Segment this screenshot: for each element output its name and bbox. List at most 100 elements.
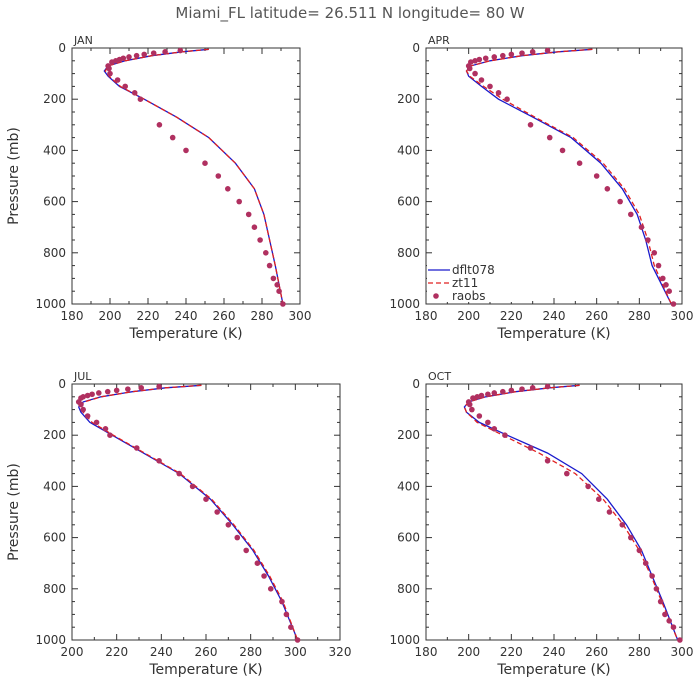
raobs-point [107, 432, 113, 439]
raobs-point [485, 419, 491, 426]
x-tick-label: 280 [251, 309, 274, 323]
raobs-point [203, 496, 209, 503]
x-tick-label: 280 [239, 645, 262, 659]
y-axis-label: Pressure (mb) [6, 463, 22, 561]
raobs-point [96, 390, 102, 396]
raobs-point [500, 52, 506, 59]
x-tick-label: 300 [284, 645, 307, 659]
plot-frame [71, 47, 301, 305]
raobs-point [474, 394, 481, 400]
raobs-point [544, 383, 551, 390]
raobs-point [466, 401, 473, 408]
raobs-point [653, 586, 660, 592]
y-tick-label: 600 [397, 195, 420, 209]
raobs-point [225, 186, 231, 192]
raobs-point [113, 387, 120, 394]
x-tick-label: 280 [628, 309, 651, 323]
dflt078-line [103, 48, 284, 305]
raobs-point [478, 77, 485, 83]
raobs-point [604, 186, 611, 192]
panel-oct: OCT 180 200 220 240 260 280 300 0 200 400 600 800 100… [389, 370, 693, 678]
y-tick-label: 1000 [389, 633, 420, 647]
raobs-point [655, 262, 662, 269]
raobs-point [491, 426, 498, 432]
raobs-point [257, 237, 263, 243]
raobs-point [529, 49, 536, 55]
raobs-point [466, 65, 473, 72]
raobs-point [485, 391, 491, 398]
raobs-point [666, 288, 672, 295]
raobs-point [508, 387, 515, 394]
x-tick-label: 260 [213, 309, 236, 323]
raobs-point [662, 611, 668, 618]
raobs-point [138, 385, 145, 391]
raobs-point [628, 211, 634, 218]
raobs-point [89, 391, 95, 398]
raobs-point [564, 470, 570, 477]
legend-dflt078-label: dflt078 [452, 263, 495, 277]
y-tick-label: 200 [43, 428, 66, 442]
raobs-point [504, 96, 510, 102]
raobs-point [141, 51, 147, 58]
y-tick-label: 800 [43, 246, 66, 260]
raobs-point [576, 160, 583, 166]
raobs-point [122, 83, 128, 90]
raobs-point [472, 70, 478, 77]
zt11-line [463, 384, 679, 641]
panel-jul: JUL 200 220 240 260 280 300 320 0 200 400 600 800 100… [6, 370, 351, 678]
x-axis-label: Temperature (K) [148, 662, 262, 678]
raobs-point [261, 573, 267, 579]
x-axis-label: Temperature (K) [496, 326, 610, 342]
y-tick-label: 400 [43, 479, 66, 493]
raobs-point [469, 406, 475, 413]
x-tick-label: 180 [415, 309, 438, 323]
y-tick-label: 200 [397, 92, 420, 106]
x-tick-label: 300 [671, 309, 694, 323]
x-tick-label: 200 [457, 645, 480, 659]
plot-frame [425, 383, 683, 641]
raobs-point [472, 58, 478, 64]
raobs-point [270, 275, 277, 282]
figure-title: Miami_FL latitude= 26.511 N longitude= 8… [175, 4, 524, 23]
raobs-point [114, 77, 121, 83]
dflt078-line [77, 384, 299, 641]
raobs-point [508, 51, 515, 58]
panel-jan: JAN 180 200 220 240 260 280 300 0 200 400 600 800 100… [6, 34, 311, 342]
raobs-point [243, 547, 249, 554]
zt11-line [104, 48, 284, 305]
raobs-point [670, 624, 677, 630]
raobs-point [519, 50, 525, 56]
x-tick-label: 180 [415, 645, 438, 659]
y-tick-label: 1000 [35, 633, 66, 647]
raobs-point [169, 134, 176, 141]
y-tick-label: 200 [43, 92, 66, 106]
panel-label: OCT [428, 370, 451, 383]
panel-label: JUL [73, 370, 92, 383]
raobs-point [294, 637, 301, 643]
raobs-point [478, 392, 485, 399]
raobs-point [80, 406, 86, 413]
raobs-point [529, 385, 536, 391]
raobs-point [482, 55, 489, 62]
y-tick-label: 0 [412, 41, 420, 55]
raobs-point [133, 52, 140, 59]
x-axis-label: Temperature (K) [128, 326, 242, 342]
panel-label: JAN [73, 34, 93, 47]
x-tick-label: 220 [105, 645, 128, 659]
raobs-point [106, 65, 112, 72]
raobs-point [651, 250, 658, 256]
y-tick-label: 800 [43, 582, 66, 596]
raobs-point [585, 483, 591, 490]
raobs-point [619, 522, 626, 528]
x-tick-label: 260 [585, 309, 608, 323]
raobs-point [470, 395, 476, 401]
raobs-point [266, 262, 273, 269]
raobs-point [677, 637, 683, 643]
plot-frame [71, 383, 341, 641]
raobs-point [150, 50, 157, 56]
y-tick-label: 600 [43, 195, 66, 209]
raobs-point [245, 211, 252, 218]
x-tick-label: 200 [99, 309, 122, 323]
x-tick-label: 180 [61, 309, 84, 323]
